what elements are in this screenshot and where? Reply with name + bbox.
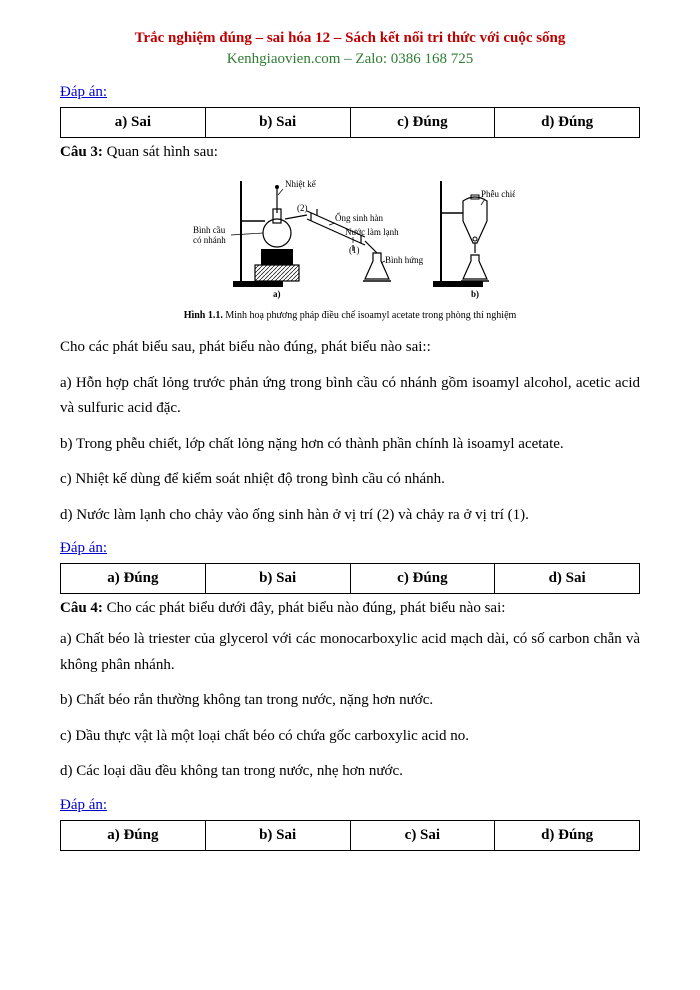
lbl-pheu-chiet: Phễu chiết bbox=[481, 189, 515, 199]
q4-head-text: Cho các phát biểu dưới đây, phát biểu nà… bbox=[103, 600, 506, 616]
figure-caption: Hình 1.1. Minh hoạ phương pháp điều chế … bbox=[60, 310, 640, 321]
ans2-d: d) Sai bbox=[495, 564, 640, 594]
ans1-d: d) Đúng bbox=[495, 108, 640, 138]
header-title: Trắc nghiệm đúng – sai hóa 12 – Sách kết… bbox=[60, 30, 640, 47]
ans3-a: a) Đúng bbox=[61, 820, 206, 850]
q4-d: d) Các loại dầu đều không tan trong nước… bbox=[60, 759, 640, 785]
q3-c: c) Nhiệt kế dùng để kiểm soát nhiệt độ t… bbox=[60, 467, 640, 493]
ans1-a: a) Sai bbox=[61, 108, 206, 138]
q3-a: a) Hỗn hợp chất lỏng trước phản ứng tron… bbox=[60, 371, 640, 422]
ans2-a: a) Đúng bbox=[61, 564, 206, 594]
lbl-co-nhanh: có nhánh bbox=[193, 235, 226, 245]
ans2-c: c) Đúng bbox=[350, 564, 495, 594]
ans3-c: c) Sai bbox=[350, 820, 495, 850]
q4-number: Câu 4: bbox=[60, 600, 103, 616]
lbl-b: b) bbox=[471, 289, 479, 299]
answer-table-2: a) Đúng b) Sai c) Đúng d) Sai bbox=[60, 563, 640, 594]
fig-cap-bold: Hình 1.1. bbox=[184, 310, 223, 321]
q3-prompt: Cho các phát biểu sau, phát biểu nào đún… bbox=[60, 335, 640, 361]
q3-b: b) Trong phễu chiết, lớp chất lỏng nặng … bbox=[60, 432, 640, 458]
header-contact: Kenhgiaovien.com – Zalo: 0386 168 725 bbox=[60, 51, 640, 68]
answer-label-1: Đáp án: bbox=[60, 84, 640, 101]
q4-a: a) Chất béo là triester của glycerol với… bbox=[60, 627, 640, 678]
lbl-nhiet-ke: Nhiệt kế bbox=[285, 179, 317, 189]
lbl-binh-hung: Bình hứng bbox=[385, 255, 424, 265]
ans1-b: b) Sai bbox=[205, 108, 350, 138]
q4-b: b) Chất béo rắn thường không tan trong n… bbox=[60, 688, 640, 714]
answer-label-3: Đáp án: bbox=[60, 797, 640, 814]
lbl-binh-cau: Bình cầu bbox=[193, 225, 226, 235]
distillation-diagram: Nhiệt kế Bình cầu có nhánh (2) Ống sinh … bbox=[185, 171, 515, 301]
lbl-num2: (2) bbox=[297, 203, 308, 213]
answer-label-2: Đáp án: bbox=[60, 540, 640, 557]
q3-number: Câu 3: bbox=[60, 144, 103, 160]
lbl-num1: (1) bbox=[349, 245, 360, 255]
ans3-d: d) Đúng bbox=[495, 820, 640, 850]
lbl-a: a) bbox=[273, 289, 281, 299]
question-4-head: Câu 4: Cho các phát biểu dưới đây, phát … bbox=[60, 600, 640, 617]
ans1-c: c) Đúng bbox=[350, 108, 495, 138]
fig-cap-rest: Minh hoạ phương pháp điều chế isoamyl ac… bbox=[223, 310, 516, 321]
lbl-nuoc-lam-lanh: Nước làm lạnh bbox=[345, 227, 399, 237]
lbl-ong-sinh-han: Ống sinh hàn bbox=[335, 213, 383, 223]
document-page: Trắc nghiệm đúng – sai hóa 12 – Sách kết… bbox=[0, 0, 700, 887]
q3-head-text: Quan sát hình sau: bbox=[103, 144, 218, 160]
ans3-b: b) Sai bbox=[205, 820, 350, 850]
question-3-head: Câu 3: Quan sát hình sau: bbox=[60, 144, 640, 161]
figure-1-1: Nhiệt kế Bình cầu có nhánh (2) Ống sinh … bbox=[60, 171, 640, 306]
answer-table-3: a) Đúng b) Sai c) Sai d) Đúng bbox=[60, 820, 640, 851]
q3-d: d) Nước làm lạnh cho chảy vào ống sinh h… bbox=[60, 503, 640, 529]
ans2-b: b) Sai bbox=[205, 564, 350, 594]
q4-c: c) Dầu thực vật là một loại chất béo có … bbox=[60, 724, 640, 750]
answer-table-1: a) Sai b) Sai c) Đúng d) Đúng bbox=[60, 107, 640, 138]
